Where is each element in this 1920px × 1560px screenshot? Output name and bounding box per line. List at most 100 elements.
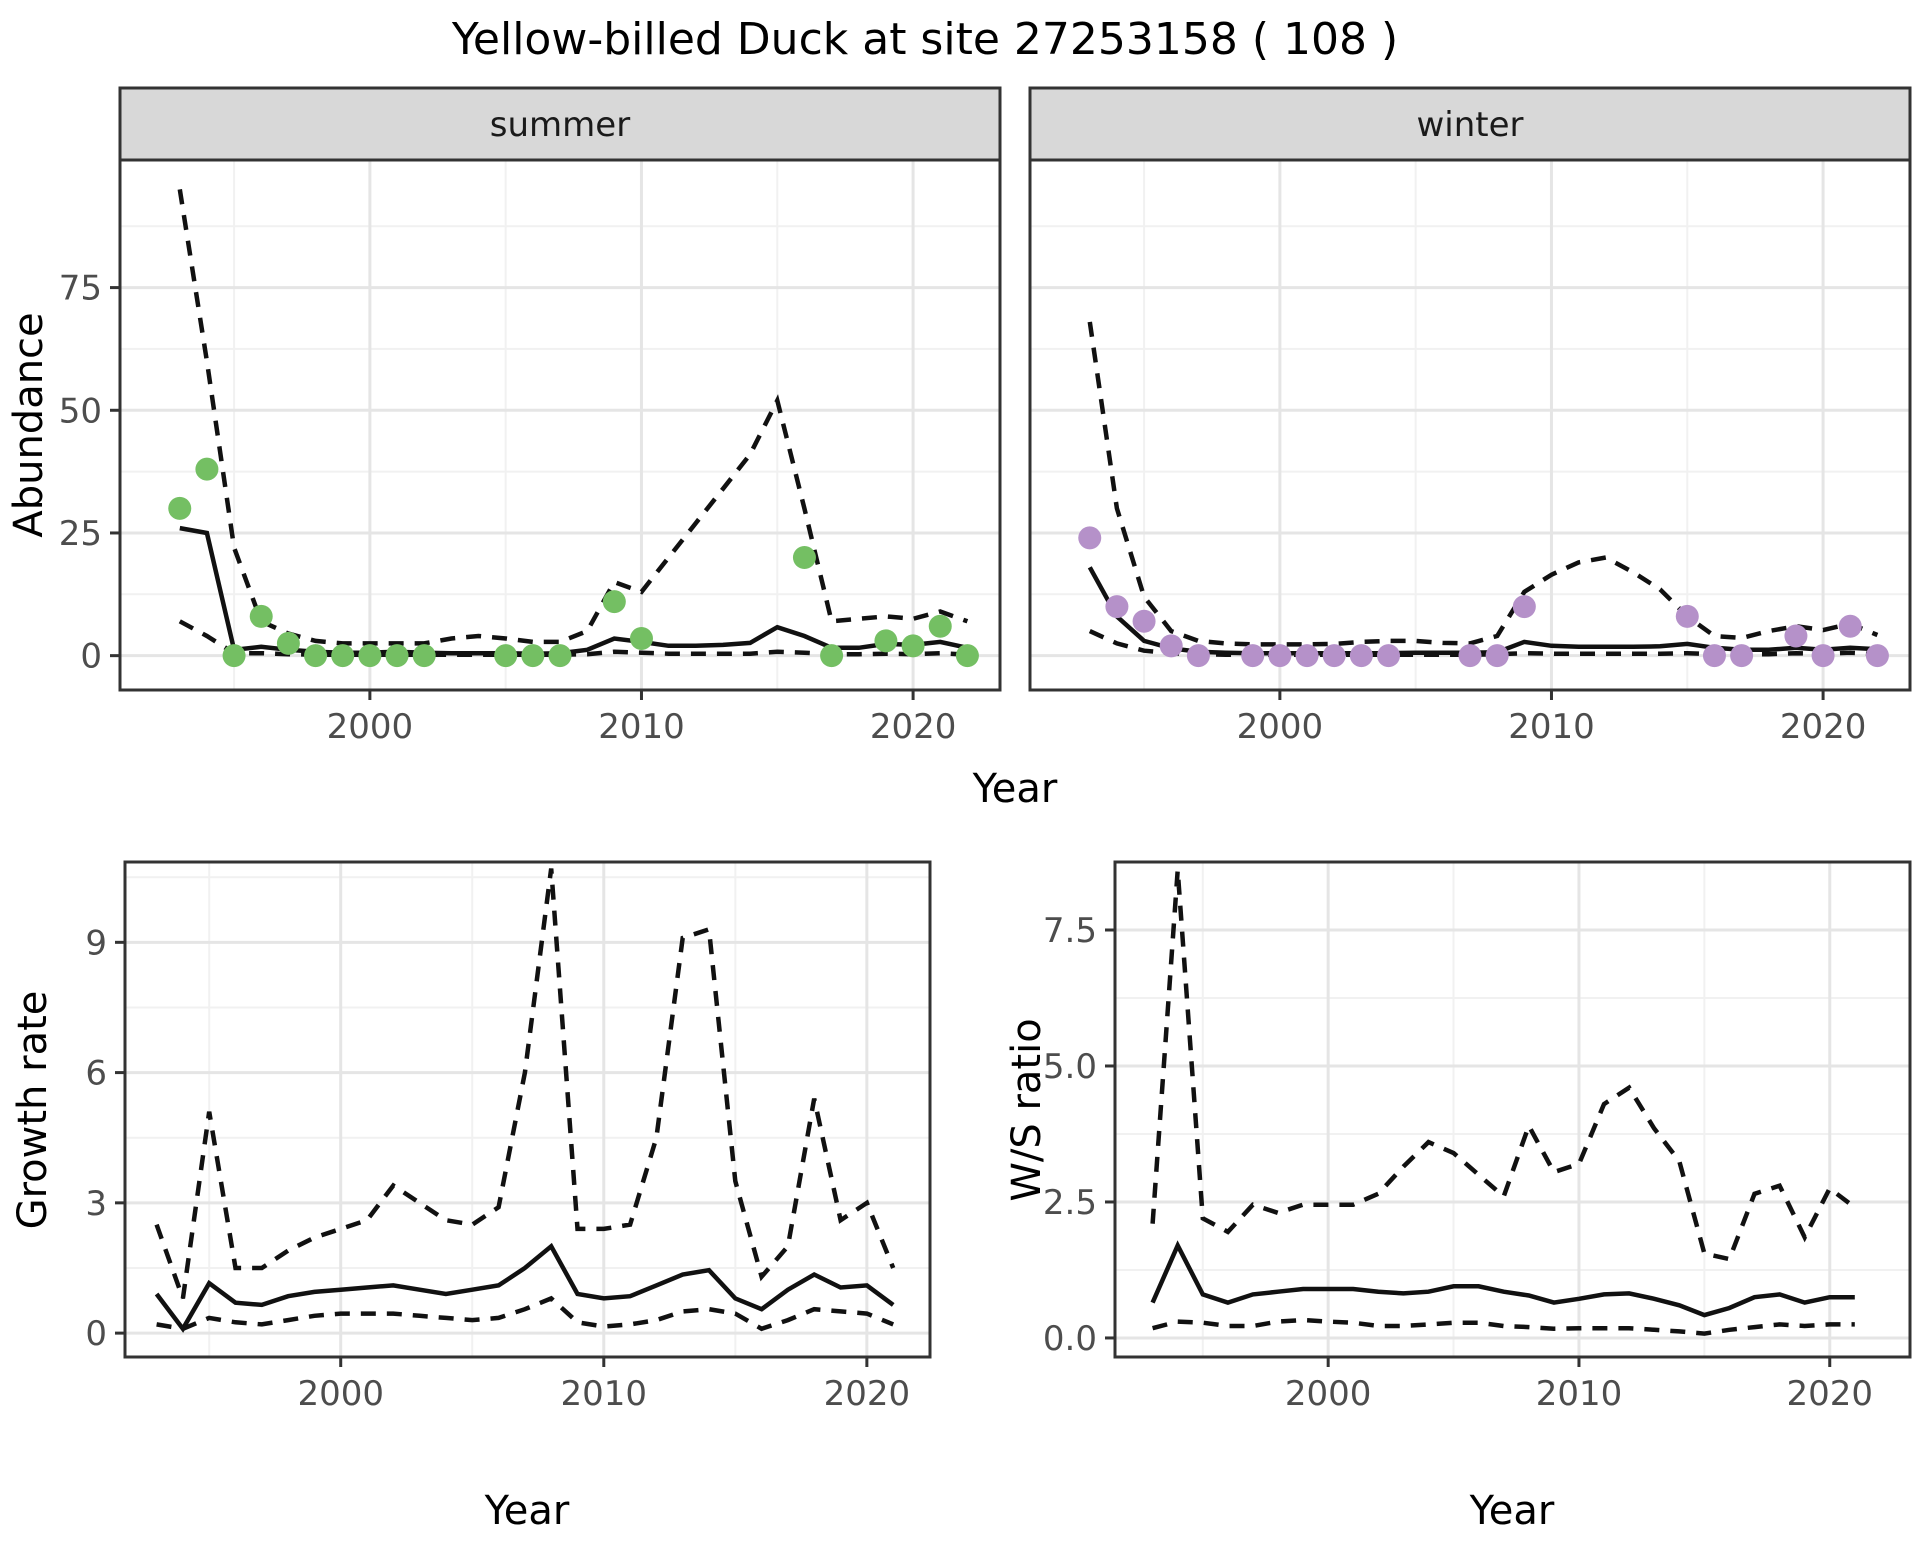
observed-point bbox=[222, 644, 246, 668]
observed-point bbox=[1838, 614, 1862, 638]
series-model-median-line bbox=[154, 1242, 895, 1333]
y-axis-tick-label: 6 bbox=[85, 1054, 107, 1094]
observed-point bbox=[168, 496, 192, 520]
observed-point bbox=[1377, 644, 1401, 668]
facet-strip bbox=[118, 86, 1002, 162]
series-upper-credible-interval-line bbox=[1150, 870, 1857, 1262]
series-lower-credible-interval-line bbox=[1152, 1317, 1855, 1336]
x-axis-title-year-growth: Year bbox=[484, 1488, 570, 1534]
observed-point bbox=[1702, 644, 1726, 668]
observed-point bbox=[820, 644, 844, 668]
x-axis-title-year-ws: Year bbox=[1469, 1488, 1555, 1534]
x-axis-tick-label: 2010 bbox=[561, 1374, 648, 1414]
observed-point bbox=[1458, 644, 1482, 668]
observed-point bbox=[1295, 644, 1319, 668]
observed-point bbox=[792, 546, 816, 569]
observed-point bbox=[874, 629, 898, 653]
x-axis-tick-label: 2000 bbox=[297, 1374, 384, 1414]
observed-point bbox=[1078, 526, 1102, 550]
series-upper-credible-interval-line bbox=[177, 189, 969, 646]
observed-point bbox=[1322, 644, 1346, 668]
facet-strip-label: summer bbox=[490, 105, 630, 145]
y-axis-title-ws-ratio: W/S ratio bbox=[1004, 1018, 1050, 1201]
observed-point bbox=[276, 631, 300, 655]
observed-point bbox=[249, 604, 273, 628]
observed-point bbox=[1268, 644, 1292, 668]
observed-point bbox=[1241, 644, 1265, 668]
observed-point bbox=[602, 590, 626, 614]
series-lower-credible-interval-line bbox=[156, 1295, 895, 1332]
panel-ws-ratio: 2000 2010 2020 0.0 2.5 5.0 7.5 bbox=[1043, 860, 1912, 1414]
y-axis-tick-label: 0 bbox=[80, 637, 102, 677]
y-axis-tick-label: 2.5 bbox=[1043, 1183, 1097, 1223]
observed-point bbox=[1784, 624, 1808, 648]
observed-point bbox=[1105, 595, 1129, 619]
facet-strip-label: winter bbox=[1416, 105, 1523, 145]
x-axis-title-year-top: Year bbox=[972, 766, 1058, 812]
x-axis-tick-label: 2020 bbox=[824, 1374, 911, 1414]
gridlines bbox=[1115, 861, 1910, 1357]
observed-point bbox=[1485, 644, 1509, 668]
panel-background bbox=[125, 862, 930, 1357]
x-axis-tick-label: 2020 bbox=[1780, 707, 1867, 747]
observed-point bbox=[494, 644, 518, 668]
panel-growth-rate: 2000 2010 2020 0 3 6 9 bbox=[85, 860, 932, 1414]
x-axis-tick-label: 2010 bbox=[598, 707, 685, 747]
x-axis-tick-label: 2000 bbox=[1285, 1374, 1372, 1414]
observed-point bbox=[331, 644, 355, 668]
observed-point bbox=[521, 644, 545, 668]
x-axis-tick-label: 2010 bbox=[1536, 1374, 1623, 1414]
y-axis-tick-label: 5.0 bbox=[1043, 1047, 1097, 1087]
panel-background bbox=[1030, 160, 1910, 690]
panel-abundance-summer: summer 2000 2010 2020 0 25 50 75 bbox=[59, 86, 1002, 747]
x-axis-tick-label: 2020 bbox=[1786, 1374, 1873, 1414]
y-axis-title-abundance: Abundance bbox=[6, 312, 52, 537]
observed-point bbox=[548, 644, 572, 668]
series-model-median-line bbox=[1150, 1240, 1855, 1318]
panel-abundance-winter: winter 2000 2010 2020 bbox=[1028, 86, 1912, 747]
observed-point bbox=[928, 614, 952, 638]
observed-point bbox=[955, 644, 979, 668]
gridlines bbox=[125, 862, 930, 1357]
y-axis-tick-label: 25 bbox=[59, 514, 102, 554]
y-axis-tick-label: 75 bbox=[59, 269, 102, 309]
observed-summer-counts bbox=[168, 457, 979, 668]
x-axis-tick-label: 2020 bbox=[870, 707, 957, 747]
observed-point bbox=[1675, 604, 1699, 628]
observed-point bbox=[1132, 609, 1156, 633]
axis-titles-group: Abundance Year Growth rate Year W/S ratio Yea… bbox=[6, 312, 1555, 1534]
panel-background bbox=[120, 160, 1000, 690]
observed-point bbox=[1811, 644, 1835, 668]
y-axis-tick-label: 50 bbox=[59, 391, 102, 431]
y-axis-title-growth-rate: Growth rate bbox=[10, 991, 56, 1230]
plot-title: Yellow-billed Duck at site 27253158 ( 10… bbox=[451, 14, 1398, 65]
observed-point bbox=[1730, 644, 1754, 668]
observed-point bbox=[1349, 644, 1373, 668]
observed-point bbox=[304, 644, 328, 668]
observed-winter-counts bbox=[1078, 526, 1889, 668]
facet-strip bbox=[1028, 86, 1912, 162]
y-axis-tick-label: 7.5 bbox=[1043, 911, 1097, 951]
y-axis-tick-label: 9 bbox=[85, 923, 107, 963]
observed-point bbox=[901, 634, 925, 658]
observed-point bbox=[412, 644, 436, 668]
y-axis-tick-label: 0 bbox=[85, 1314, 107, 1354]
observed-point bbox=[1159, 634, 1183, 658]
observed-point bbox=[195, 457, 219, 481]
observed-point bbox=[1186, 644, 1210, 668]
observed-point bbox=[385, 644, 409, 668]
observed-point bbox=[1512, 595, 1536, 619]
x-axis-tick-label: 2000 bbox=[327, 707, 414, 747]
series-upper-credible-interval-line bbox=[1087, 321, 1879, 647]
y-axis-tick-label: 3 bbox=[85, 1184, 107, 1224]
observed-point bbox=[629, 626, 653, 650]
x-axis-tick-label: 2000 bbox=[1237, 707, 1324, 747]
panel-background bbox=[1115, 862, 1910, 1357]
x-axis-tick-label: 2010 bbox=[1508, 707, 1595, 747]
observed-point bbox=[1865, 644, 1889, 668]
series-upper-credible-interval-line bbox=[154, 868, 896, 1300]
panel-border bbox=[1113, 860, 1912, 1359]
